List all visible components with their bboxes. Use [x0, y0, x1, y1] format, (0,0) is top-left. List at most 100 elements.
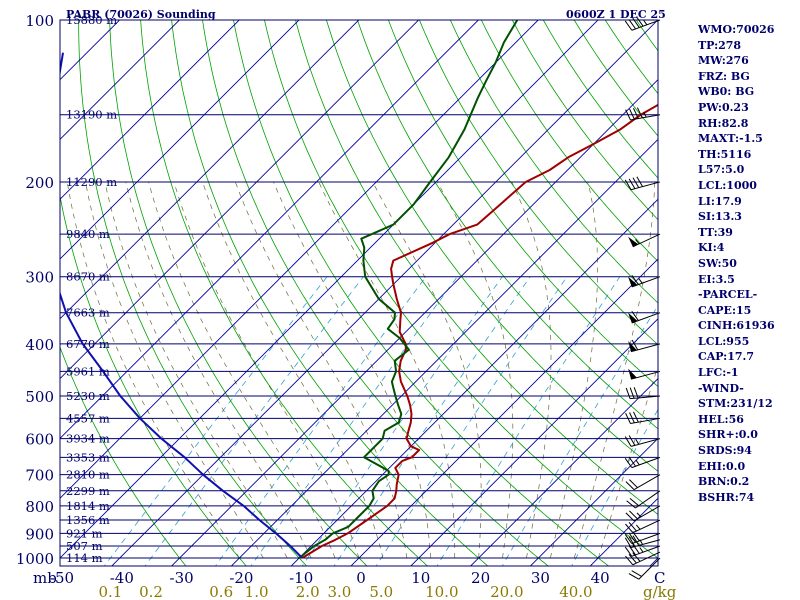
- dry-adiabat: [60, 345, 187, 566]
- isotherm: [60, 20, 360, 320]
- pressure-tick-label: 600: [25, 431, 54, 449]
- temperature-tick-label: 30: [531, 569, 550, 587]
- temperature-tick-label: -20: [229, 569, 253, 587]
- moist-adiabat: [148, 181, 336, 559]
- stat-line: TH:5116: [698, 147, 752, 161]
- wind-barb: [624, 176, 661, 191]
- wind-barb: [625, 474, 661, 491]
- isobar-lines: [60, 20, 658, 559]
- wind-barb: [624, 16, 661, 31]
- dry-adiabat: [295, 20, 658, 515]
- chart-title: PABR (70026) Sounding: [66, 8, 216, 21]
- height-label: 15880 m: [66, 13, 117, 27]
- stat-line: TP:278: [698, 38, 742, 52]
- temperature-tick-label: -10: [289, 569, 313, 587]
- dry-adiabat: [109, 20, 368, 566]
- y-axis-unit: mb: [33, 569, 57, 587]
- stat-line: WMO:70026: [698, 23, 775, 36]
- dewpoint-profile: [298, 20, 519, 559]
- mixing-ratio-label: 20.0: [490, 583, 523, 600]
- pressure-tick-label: 200: [25, 174, 54, 192]
- stats-panel: WMO:70026 TP:278 MW:276 FRZ: BG WB0: BG PW:0.…: [698, 22, 798, 505]
- wind-barb: [624, 531, 661, 545]
- wind-barb: [625, 551, 661, 566]
- wind-barb: [624, 543, 661, 557]
- dry-adiabat: [449, 20, 658, 304]
- pressure-tick-label: 900: [25, 525, 54, 543]
- pressure-tick-label: 300: [25, 269, 54, 287]
- mixing-ratio-line: [215, 276, 427, 566]
- wind-barbs: [624, 16, 661, 580]
- stat-line: L57:5.0: [698, 163, 745, 177]
- moist-adiabat: [202, 181, 384, 559]
- plot-frame: [59, 19, 659, 567]
- dry-adiabat: [356, 20, 658, 430]
- height-label: 8670 m: [66, 270, 110, 284]
- stat-line: BSHR:74: [698, 490, 755, 504]
- stat-line: CAP:17.7: [698, 350, 755, 364]
- height-label: 1356 m: [66, 513, 110, 527]
- stat-line: SHR+:0.0: [698, 428, 758, 442]
- wind-barb: [628, 310, 661, 324]
- stat-line: SRDS:94: [698, 444, 752, 458]
- isotherm: [60, 20, 599, 559]
- stat-line: HEL:56: [698, 412, 744, 426]
- wind-barb: [625, 411, 661, 425]
- stat-line: KI:4: [698, 241, 725, 255]
- height-label: 3353 m: [66, 450, 110, 464]
- stat-line: EI:3.5: [698, 272, 735, 286]
- isotherm: [111, 20, 658, 566]
- stat-line: WB0: BG: [698, 85, 755, 99]
- height-label: 114 m: [66, 551, 103, 565]
- profile-lines: [60, 20, 658, 559]
- isotherm: [469, 377, 658, 566]
- mixing-ratio-label: 0.6: [209, 583, 233, 600]
- isotherm: [60, 20, 539, 499]
- dry-adiabat: [233, 20, 610, 566]
- wind-barb: [628, 557, 661, 580]
- stat-line: CAPE:15: [698, 303, 752, 317]
- isotherm: [230, 138, 658, 566]
- pressure-tick-label: 100: [25, 12, 54, 30]
- pressure-tick-label: 400: [25, 336, 54, 354]
- temperature-tick-label: 10: [411, 569, 430, 587]
- wind-barb: [628, 233, 661, 248]
- stat-line: MAXT:-1.5: [698, 132, 763, 146]
- mixing-ratio-line: [333, 276, 531, 566]
- x-axis-unit: C: [654, 569, 665, 587]
- temperature-tick-label: 0: [356, 569, 366, 587]
- temperature-tick-label: -50: [50, 569, 74, 587]
- stat-line: SW:50: [698, 256, 737, 270]
- mixing-ratio-line: [501, 304, 658, 566]
- isotherm: [60, 20, 480, 440]
- isotherm: [290, 198, 658, 566]
- stat-line: BRN:0.2: [698, 475, 750, 489]
- pressure-tick-label: 500: [25, 388, 54, 406]
- height-label: 921 m: [66, 526, 103, 540]
- isotherm-lines: [60, 20, 658, 566]
- height-label: 1814 m: [66, 499, 110, 513]
- stat-line: LFC:-1: [698, 366, 739, 380]
- dry-adiabat-lines: [60, 20, 658, 566]
- height-label: 9840 m: [66, 227, 110, 241]
- dry-adiabat: [140, 20, 429, 566]
- mixing-ratio-labels: 0.1 0.2 0.6 1.0 2.0 3.0 5.0 10.0 20.0 40.0: [98, 583, 592, 600]
- stat-line: LI:17.9: [698, 194, 742, 208]
- time-label: 0600Z 1 DEC 25: [566, 8, 666, 21]
- stat-line: -PARCEL-: [698, 288, 758, 302]
- stat-line: CINH:61936: [698, 319, 775, 333]
- temperature-tick-label: 40: [591, 569, 610, 587]
- height-label: 6770 m: [66, 337, 110, 351]
- isotherm: [60, 20, 420, 380]
- isotherm: [410, 318, 658, 566]
- stat-line: RH:82.8: [698, 116, 749, 130]
- plot-area: [60, 20, 658, 566]
- stat-line: FRZ: BG: [698, 69, 750, 83]
- dry-adiabat: [202, 20, 549, 566]
- wind-barb: [625, 107, 661, 121]
- moist-adiabat: [234, 181, 408, 559]
- mixing-ratio-label: 5.0: [369, 583, 393, 600]
- temperature-profile: [301, 103, 658, 559]
- mixing-ratio-label: 10.0: [425, 583, 458, 600]
- parcel-profile: [60, 52, 303, 559]
